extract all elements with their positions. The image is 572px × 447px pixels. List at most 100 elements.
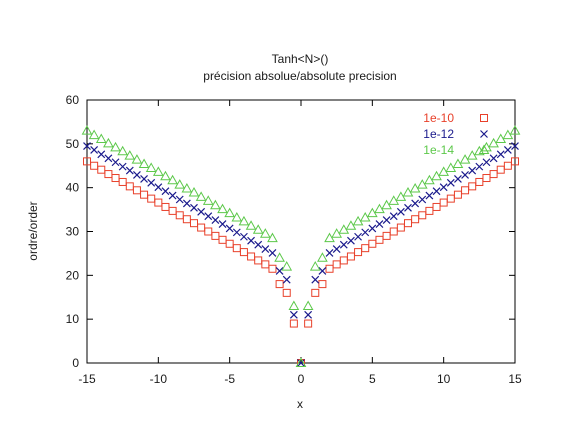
point-triangle-12 [167,174,178,185]
point-cross-35 [332,245,341,253]
y-tick-label: 60 [66,93,80,107]
point-cross-50 [439,183,448,192]
point-triangle-17 [202,195,214,205]
y-axis-label: ordre/order [26,201,40,260]
point-cross-3 [104,154,113,163]
point-square-51 [446,194,455,203]
chart-subtitle: précision absolue/absolute precision [203,69,396,83]
x-tick-label: -15 [78,372,96,386]
point-square-17 [204,227,213,236]
point-cross-57 [489,154,498,163]
point-square-5 [118,177,127,186]
point-cross-2 [97,150,106,159]
y-tick-label: 50 [66,137,80,151]
point-square-60 [511,157,519,166]
point-square-1 [90,161,99,170]
point-square-45 [404,219,412,228]
point-cross-40 [368,224,377,233]
point-square-28 [282,288,291,297]
point-cross-15 [190,203,198,212]
point-cross-8 [140,174,148,183]
point-cross-13 [175,195,184,204]
point-square-0 [83,157,91,166]
point-cross-21 [232,228,241,237]
point-triangle-24 [252,224,264,234]
point-cross-54 [468,166,477,175]
point-square-40 [368,239,377,248]
point-cross-30 [297,359,305,367]
point-square-39 [361,244,370,253]
point-square-32 [311,288,320,297]
point-square-49 [432,202,441,211]
point-square-16 [197,223,206,232]
point-cross-7 [133,171,141,179]
point-square-9 [147,194,156,203]
point-cross-14 [182,199,191,208]
point-cross-59 [503,146,512,154]
point-triangle-18 [210,199,221,210]
point-cross-25 [261,245,270,253]
point-square-57 [489,170,498,179]
point-cross-19 [218,220,227,228]
point-square-44 [396,223,405,232]
point-cross-37 [347,236,355,245]
point-cross-20 [225,224,234,233]
point-square-21 [232,244,241,253]
point-triangle-25 [259,228,271,238]
point-square-29 [289,319,298,328]
point-triangle-0 [81,125,93,135]
point-cross-48 [425,191,434,200]
legend-marker-cross [480,130,488,138]
point-square-12 [168,206,177,215]
point-triangle-20 [224,207,236,218]
point-cross-36 [339,240,348,249]
point-cross-4 [111,158,120,167]
point-square-41 [375,235,384,244]
point-square-6 [125,182,134,191]
point-square-18 [211,231,220,240]
point-cross-5 [118,162,127,171]
point-triangle-23 [245,220,257,230]
point-cross-51 [446,178,455,187]
point-square-54 [468,182,477,191]
point-square-10 [154,198,163,207]
point-cross-17 [204,212,213,221]
point-square-27 [275,280,284,289]
point-triangle-7 [131,154,143,164]
point-square-4 [111,174,120,183]
point-cross-33 [318,267,327,275]
x-tick-label: 10 [437,372,451,386]
point-cross-44 [396,207,405,216]
data-points [81,125,521,367]
point-cross-10 [154,183,163,192]
legend: 1e-10 1e-12 1e-14 [423,111,490,157]
point-cross-24 [254,240,263,249]
point-cross-41 [375,220,384,228]
point-square-50 [439,198,448,207]
point-square-23 [247,252,256,261]
point-square-15 [190,219,198,228]
y-tick-label: 0 [72,356,79,370]
point-cross-31 [304,310,313,319]
point-cross-34 [325,249,334,257]
point-square-13 [175,211,184,220]
point-cross-52 [454,174,462,183]
legend-label: 1e-10 [423,111,454,125]
point-cross-45 [404,203,412,212]
point-triangle-14 [181,183,193,193]
point-square-53 [461,186,470,195]
point-square-31 [304,319,313,328]
point-triangle-1 [88,129,100,140]
point-square-34 [325,264,334,273]
point-square-20 [225,239,234,248]
point-square-33 [318,280,327,289]
point-triangle-33 [317,252,328,262]
point-cross-42 [382,216,391,225]
axis-ticks: -15 -10 -5 0 5 10 15 0 10 20 30 40 50 60 [66,93,522,386]
point-triangle-30 [295,357,307,367]
point-triangle-21 [231,211,243,222]
point-triangle-10 [152,166,164,176]
legend-marker-square [480,114,488,122]
legend-marker-triangle [478,144,490,154]
point-square-58 [496,165,505,174]
